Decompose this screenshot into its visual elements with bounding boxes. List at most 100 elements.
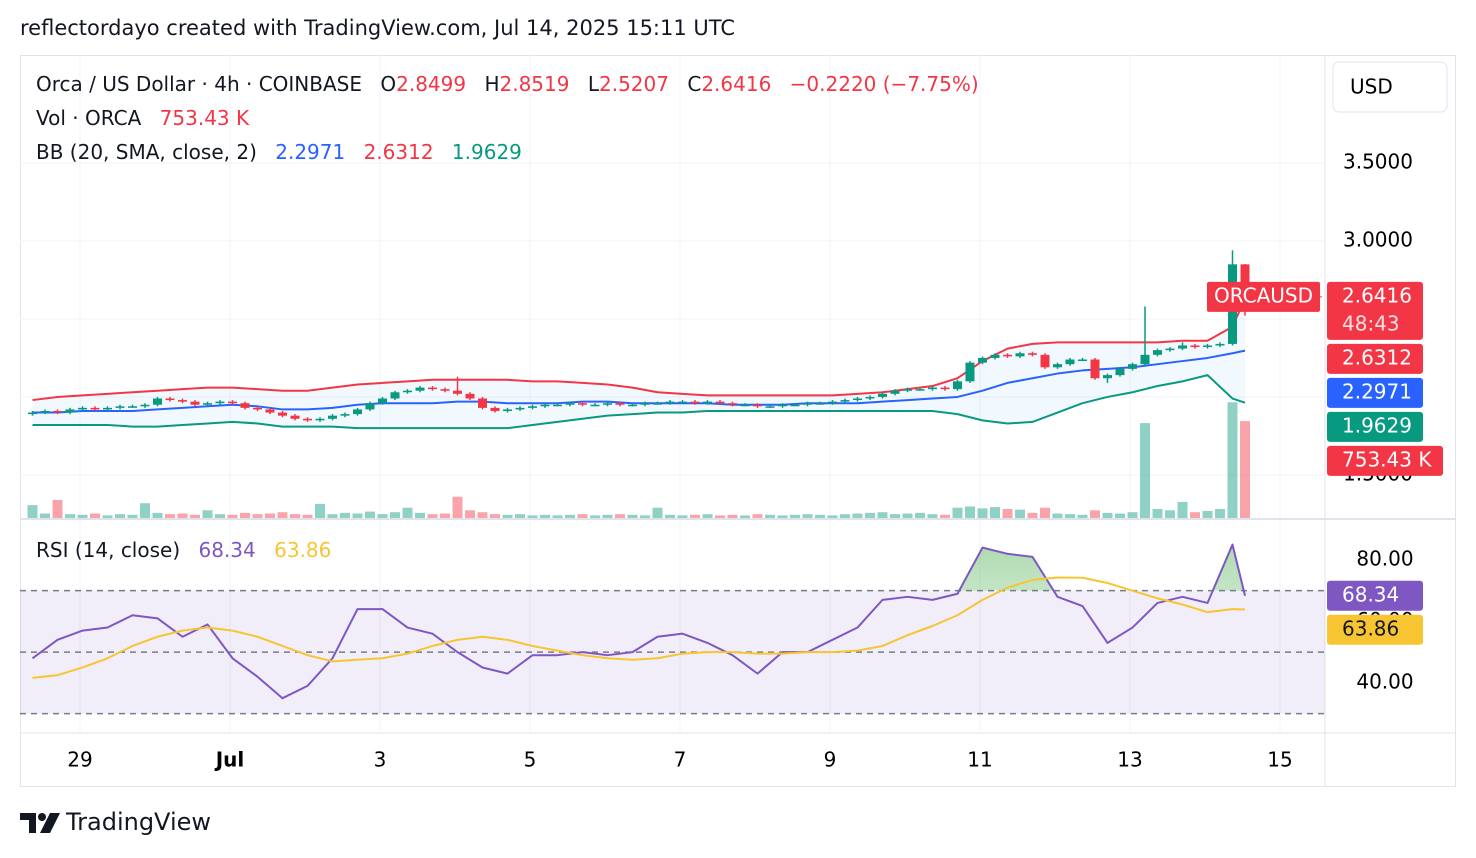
volume-bar	[1227, 402, 1238, 518]
ohlc-value: 2.5207	[599, 72, 669, 96]
volume-bar	[565, 514, 575, 518]
candle-body	[390, 392, 400, 399]
candle-body	[90, 407, 100, 410]
candle-body	[778, 404, 787, 407]
price-badge	[1327, 343, 1423, 374]
volume-bar	[1115, 513, 1125, 518]
volume-bar	[1215, 508, 1225, 518]
volume-bar	[52, 499, 63, 518]
price-badge	[1327, 614, 1423, 645]
volume-bar	[140, 503, 150, 518]
candle-body	[540, 404, 550, 407]
candle-body	[415, 387, 425, 391]
volume-bar	[315, 503, 325, 518]
logo-part	[38, 813, 46, 821]
candle-body	[1115, 368, 1125, 376]
candle-body	[1040, 354, 1050, 368]
brand: TradingView	[66, 808, 212, 836]
volume-bar	[1240, 421, 1250, 518]
volume-bar	[615, 514, 625, 518]
price-badge-label: 1.9629	[1342, 413, 1412, 437]
volume-bar	[177, 513, 188, 518]
volume-bar	[652, 507, 663, 518]
volume-bar	[1102, 512, 1113, 518]
volume-bar	[527, 515, 538, 518]
candle-body	[903, 389, 912, 391]
candle-body	[515, 407, 525, 410]
volume-bar	[1177, 501, 1188, 518]
currency-label[interactable]: USD	[1350, 75, 1393, 99]
volume-bar	[227, 514, 238, 518]
price-badge-label: 48:43	[1342, 311, 1400, 335]
volume-bar	[352, 513, 363, 518]
volume-bar	[965, 506, 975, 518]
bb-fill	[32, 298, 1245, 429]
candle-body	[1140, 354, 1150, 365]
candle-body	[715, 401, 725, 404]
volume-bar	[840, 514, 850, 518]
volume-bar	[190, 514, 200, 518]
x-tick-label: 9	[824, 748, 837, 772]
candle-body	[228, 401, 237, 404]
candle-body	[740, 404, 750, 407]
volume-bar	[552, 515, 563, 518]
candle-body	[865, 396, 875, 399]
rsi-line	[31, 543, 1246, 700]
x-tick-label: 7	[674, 748, 687, 772]
volume-bar	[777, 515, 788, 518]
credit: reflectordayo created with TradingView.c…	[20, 16, 736, 40]
candle-body	[578, 403, 587, 405]
candle-body	[478, 398, 487, 408]
candle-body	[403, 390, 412, 393]
volume-bar	[640, 515, 650, 518]
candle-body	[265, 409, 275, 413]
currency-button[interactable]	[1332, 61, 1448, 113]
ohlc-letter: L	[587, 72, 599, 96]
candle-body	[178, 400, 187, 402]
volume-bar	[902, 513, 913, 518]
volume-bar	[515, 514, 525, 518]
volume-bar	[727, 514, 738, 518]
volume-bar	[940, 514, 950, 518]
volume-bar	[577, 514, 588, 518]
y-tick-label: 80.00	[1356, 546, 1413, 570]
volume-bar	[115, 514, 125, 518]
candle-body	[503, 409, 512, 411]
legend-price: Orca / US Dollar · 4h · COINBASE O2.8499…	[36, 72, 979, 96]
candle-body	[840, 400, 850, 402]
volume-bar	[252, 514, 263, 518]
candle-body	[1178, 345, 1187, 349]
candle-body	[453, 390, 462, 394]
change: −0.2220 (−7.75%)	[789, 72, 979, 96]
x-tick-label: 29	[67, 748, 92, 772]
price-badge	[1327, 377, 1423, 408]
candle-body	[165, 398, 175, 401]
volume-bar	[952, 507, 963, 518]
candle-body	[253, 407, 262, 410]
candle-body	[1103, 375, 1112, 379]
legend-bb: BB (20, SMA, close, 2) 2.2971 2.6312 1.9…	[36, 140, 522, 164]
logo-part	[20, 813, 36, 833]
logo-part	[40, 813, 60, 833]
candle-body	[203, 403, 212, 405]
frame	[20, 55, 1456, 787]
candle-body	[1240, 264, 1250, 297]
candle-body	[1215, 343, 1225, 346]
price-badge	[1327, 281, 1423, 340]
legend-volume: Vol · ORCA 753.43 K	[36, 106, 249, 130]
candle-body	[190, 401, 200, 405]
volume-bar	[427, 514, 438, 518]
candle-body	[1028, 353, 1037, 355]
candle-body	[215, 401, 225, 404]
volume-bar	[477, 512, 488, 518]
candle-body	[978, 357, 987, 363]
volume-bar	[452, 496, 463, 518]
ohlc-value: 2.6416	[701, 72, 772, 96]
candle-body	[1078, 359, 1087, 362]
candle-body	[65, 409, 75, 413]
volume-value: 753.43 K	[159, 106, 250, 130]
candle-body	[653, 403, 662, 405]
volume-bar	[815, 514, 825, 518]
